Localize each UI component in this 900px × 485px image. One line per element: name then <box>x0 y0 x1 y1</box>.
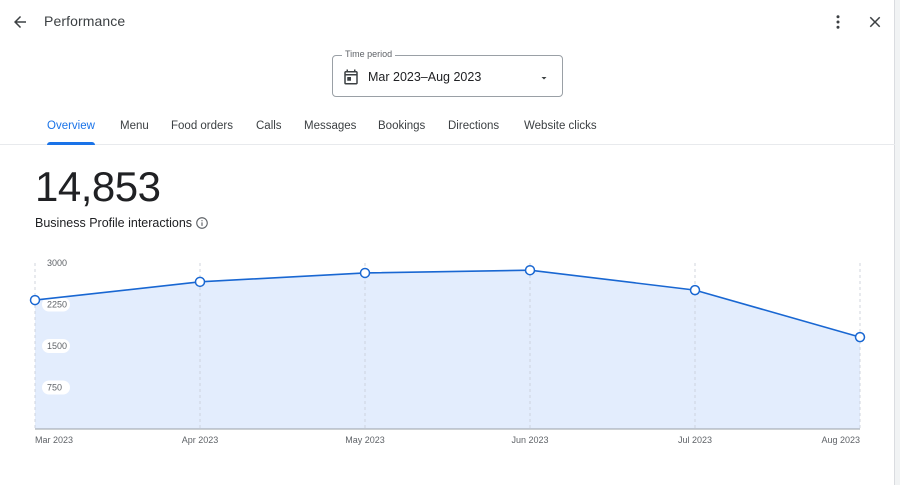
tab-messages[interactable]: Messages <box>304 120 357 132</box>
chart-data-point <box>854 331 866 343</box>
x-tick-label: Aug 2023 <box>821 435 860 445</box>
chart-series-line <box>34 269 861 338</box>
time-period-select[interactable]: Time period Mar 2023–Aug 2023 <box>332 49 563 97</box>
calendar-icon <box>344 69 358 85</box>
y-tick-label-bg <box>42 380 70 395</box>
header: Performance <box>0 0 895 44</box>
info-icon[interactable] <box>195 216 209 230</box>
chart-data-point <box>524 264 536 276</box>
more-vert-icon <box>836 15 840 29</box>
chart-data-point <box>194 276 206 288</box>
close-button[interactable] <box>861 8 889 36</box>
tab-calls[interactable]: Calls <box>256 120 282 132</box>
y-tick-label-bg <box>42 339 70 353</box>
tab-website-clicks[interactable]: Website clicks <box>524 120 597 132</box>
back-button[interactable] <box>6 8 34 36</box>
total-interactions-value: 14,853 <box>35 163 161 210</box>
x-tick-label: Jun 2023 <box>511 435 548 445</box>
y-tick-label: 750 <box>47 383 62 393</box>
y-tick-label-bg <box>42 256 70 270</box>
x-tick-label: Apr 2023 <box>182 435 219 445</box>
tab-bookings[interactable]: Bookings <box>378 120 426 132</box>
close-icon <box>869 16 881 28</box>
x-tick-label: May 2023 <box>345 435 385 445</box>
tab-menu[interactable]: Menu <box>120 120 149 132</box>
y-tick-label: 1500 <box>47 341 67 351</box>
y-tick-label-bg <box>42 297 70 312</box>
chart-data-point <box>29 294 41 306</box>
tab-bar: Overview Menu Food orders Calls Messages… <box>0 110 895 145</box>
time-period-value: Mar 2023–Aug 2023 <box>368 70 482 84</box>
page-title: Performance <box>44 13 126 29</box>
tab-directions[interactable]: Directions <box>448 120 500 132</box>
arrow-back-icon <box>14 16 26 28</box>
more-options-button[interactable] <box>824 8 852 36</box>
y-tick-label: 2250 <box>47 300 67 310</box>
chart-data-point <box>359 267 371 279</box>
x-tick-label: Jul 2023 <box>678 435 712 445</box>
x-tick-label: Mar 2023 <box>35 435 73 445</box>
tab-overview[interactable]: Overview <box>47 120 95 132</box>
metric-label: Business Profile interactions <box>35 216 193 230</box>
interactions-chart: 3000 2250 1500 750 Mar 2023 Apr 2023 May 2023 J… <box>29 256 866 445</box>
tab-food-orders[interactable]: Food orders <box>171 120 234 132</box>
time-period-label: Time period <box>342 49 396 59</box>
dropdown-arrow-icon <box>541 77 547 80</box>
active-tab-indicator <box>47 142 95 145</box>
y-tick-label: 3000 <box>47 258 67 268</box>
chart-data-point <box>689 284 701 296</box>
chart-area-fill <box>35 270 860 429</box>
